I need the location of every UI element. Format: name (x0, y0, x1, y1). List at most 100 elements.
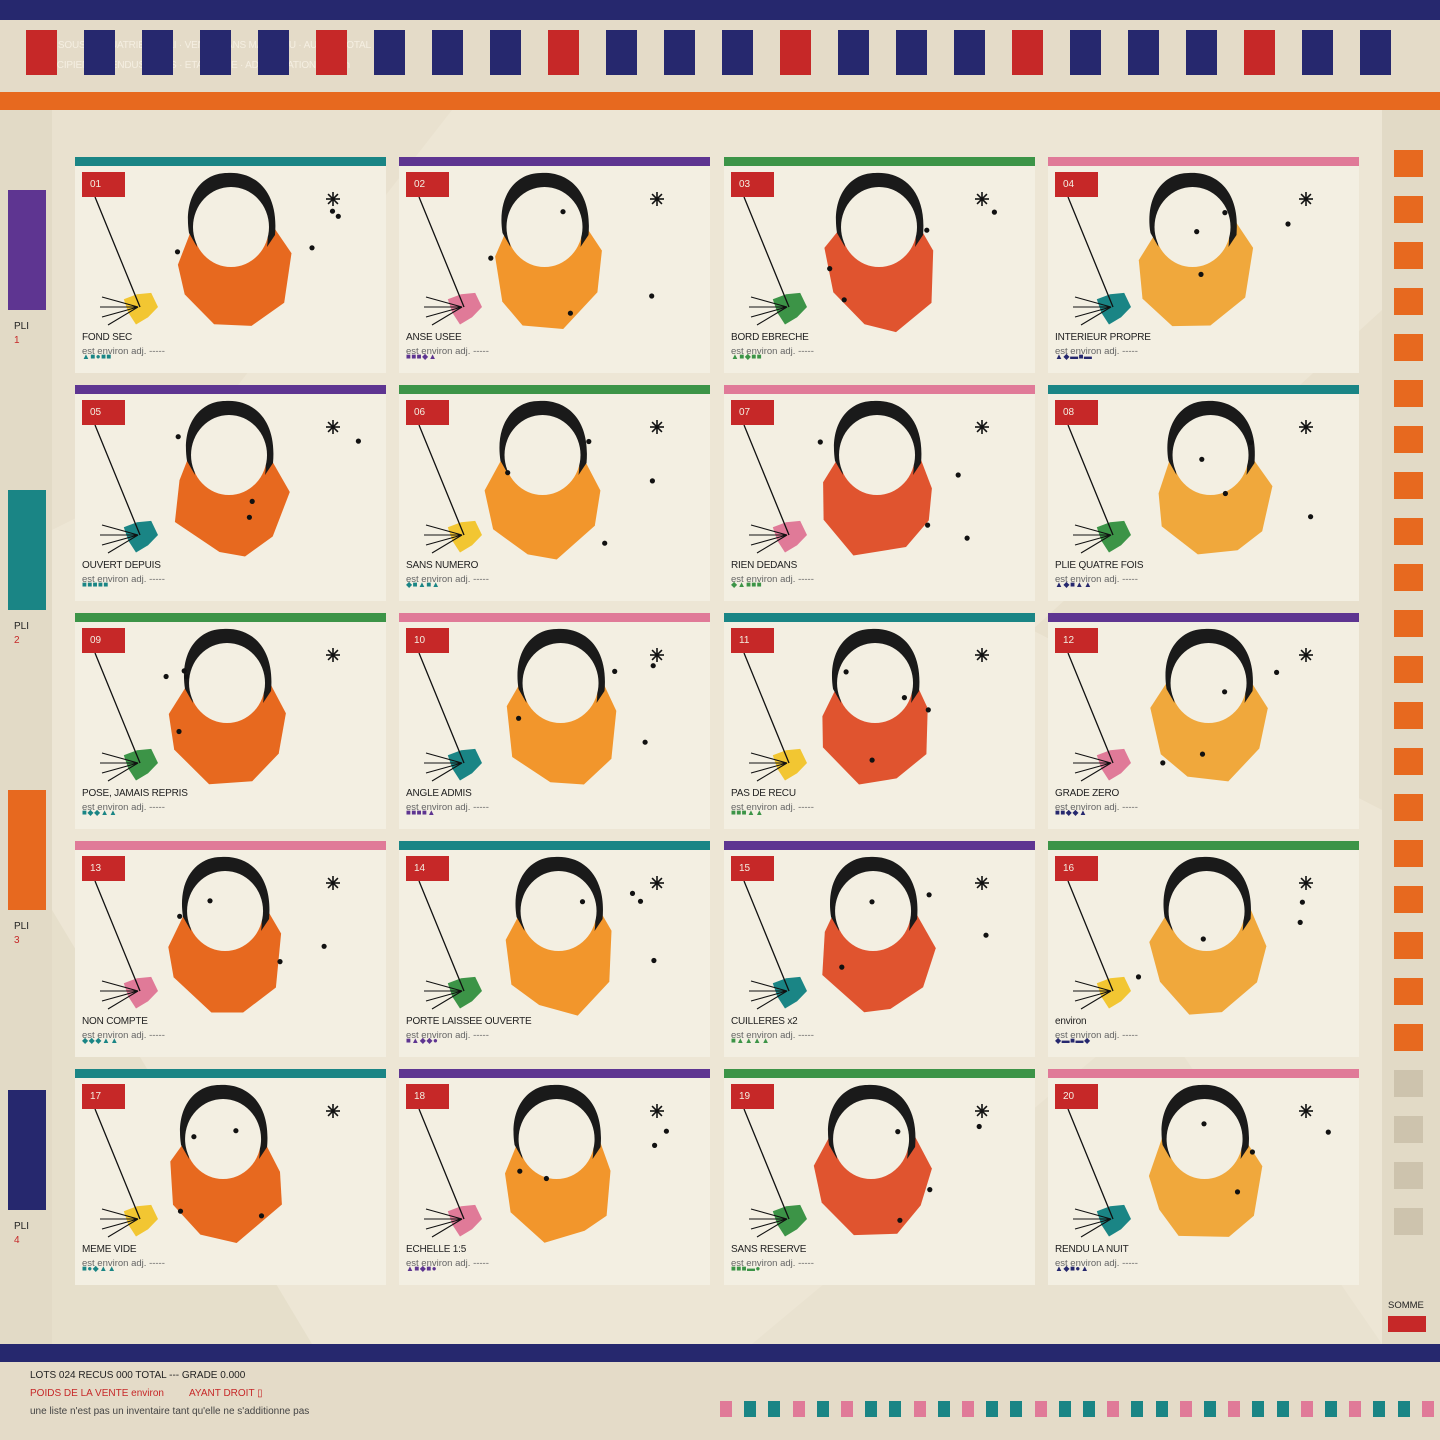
footer-square (1300, 1401, 1313, 1417)
figure-hair (1163, 856, 1251, 931)
tally-square (1394, 564, 1423, 591)
orange-band (0, 92, 1440, 110)
header-square (1128, 30, 1159, 75)
header-square (606, 30, 637, 75)
lot-number: 19 (731, 1084, 774, 1109)
footer-square (841, 1401, 853, 1417)
lot-figure (1067, 856, 1313, 1015)
lot-card: 18 ECHELLE 1:5 est environ adj. ----- ▲■◆■● (399, 1069, 710, 1285)
lot-number: 12 (1055, 628, 1098, 653)
tally-square (1394, 426, 1423, 453)
lot-card: 14 PORTE LAISSEE OUVERTE est environ adj. … (399, 841, 710, 1057)
lot-figure (1067, 400, 1314, 555)
footer-square (1397, 1401, 1410, 1417)
figure-flower (1096, 1204, 1131, 1237)
lot-figure (1067, 1084, 1331, 1238)
lot-figure (418, 1084, 669, 1243)
figure-flower (772, 976, 807, 1009)
tally-square (1394, 242, 1423, 269)
figure-flower (123, 976, 158, 1009)
lot-color-bar (724, 1069, 1035, 1078)
footer-square (1325, 1401, 1337, 1417)
lot-number: 20 (1055, 1084, 1098, 1109)
lot-card: 19 SANS RESERVE est environ adj. ----- ■■■▬… (724, 1069, 1035, 1285)
lot-figure (743, 856, 989, 1013)
lot-card: 04 INTERIEUR PROPRE est environ adj. -----… (1048, 157, 1359, 373)
lot-card: 03 BORD EBRECHE est environ adj. ----- ▲■◆■… (724, 157, 1035, 373)
figure-face (192, 187, 269, 267)
lot-figure (743, 1084, 989, 1238)
figure-face (504, 415, 581, 495)
pli-label: PLI 1 (14, 320, 29, 348)
lot-number: 02 (406, 172, 449, 197)
tally-square (1394, 288, 1423, 315)
figure-flower (123, 292, 158, 325)
header-square (84, 30, 115, 75)
lot-color-bar (399, 157, 710, 166)
lot-title: ANGLE ADMIS (406, 788, 472, 799)
footer-square (937, 1401, 950, 1417)
header-square (896, 30, 927, 75)
lot-glyphs: ▲◆■●▲ (1055, 1264, 1090, 1273)
lot-estimate: est environ adj. ----- (82, 574, 165, 585)
lot-glyphs: ◆■▲■▲ (406, 580, 441, 589)
footer-note: une liste n'est pas un inventaire tant q… (30, 1406, 310, 1417)
lot-number: 07 (731, 400, 774, 425)
figure-hair (1149, 172, 1237, 247)
figure-face (1170, 643, 1247, 723)
figure-face (522, 643, 599, 723)
lot-estimate: est environ adj. ----- (731, 1030, 814, 1041)
pli-bar (8, 1090, 46, 1210)
tally-square (1394, 886, 1423, 913)
footer-square (1228, 1401, 1241, 1417)
lot-number: 05 (82, 400, 125, 425)
lot-glyphs: ▲■◆■● (406, 1264, 438, 1273)
figure-flower (772, 1204, 807, 1237)
header-square (1360, 30, 1391, 75)
lot-card: 02 ANSE USEE est environ adj. ----- ■■■◆▲ (399, 157, 710, 373)
lot-title: PORTE LAISSEE OUVERTE (406, 1016, 532, 1027)
figure-hair (827, 1084, 916, 1159)
lot-card: 20 RENDU LA NUIT est environ adj. ----- ▲◆■… (1048, 1069, 1359, 1285)
figure-flower (123, 520, 158, 553)
lot-estimate: est environ adj. ----- (1055, 802, 1138, 813)
header-square (954, 30, 985, 75)
figure-face (187, 871, 264, 951)
figure-face (841, 187, 918, 267)
figure-hair (185, 400, 274, 475)
lot-glyphs: ■■■▬● (731, 1264, 761, 1273)
lot-estimate: est environ adj. ----- (1055, 574, 1138, 585)
lot-figure (418, 400, 664, 560)
lot-estimate: est environ adj. ----- (406, 802, 489, 813)
footer-square (720, 1401, 732, 1417)
lot-card: 01 FOND SEC est environ adj. ----- ▲■●■■ (75, 157, 386, 373)
somme-box (1388, 1316, 1426, 1332)
figure-face (839, 415, 916, 495)
tally-square (1394, 518, 1423, 545)
lot-color-bar (1048, 613, 1359, 622)
bottom-navy-band (0, 1344, 1440, 1362)
header-square (548, 30, 579, 75)
footer-square (889, 1401, 902, 1417)
header-square (490, 30, 521, 75)
tally-square (1394, 748, 1423, 775)
pli-bar (8, 790, 46, 910)
figure-flower (1096, 292, 1131, 325)
pli-label-text: PLI (14, 1221, 30, 1232)
footer-square (962, 1401, 974, 1417)
lot-color-bar (1048, 1069, 1359, 1078)
figure-face (833, 1099, 910, 1179)
tally-square (1394, 380, 1423, 407)
figure-hair (513, 1084, 601, 1159)
lot-number: 18 (406, 1084, 449, 1109)
lot-color-bar (399, 1069, 710, 1078)
pli-number: 4 (14, 1235, 20, 1246)
lot-glyphs: ■■■■▲ (406, 808, 436, 817)
header-square (1186, 30, 1217, 75)
lot-glyphs: ▲◆▬■▬ (1055, 352, 1093, 361)
figure-flower (447, 520, 482, 553)
lot-title: FOND SEC (82, 332, 133, 343)
lot-glyphs: ▲■◆■■ (731, 352, 763, 361)
tally-square (1394, 610, 1423, 637)
lot-figure (743, 172, 997, 333)
